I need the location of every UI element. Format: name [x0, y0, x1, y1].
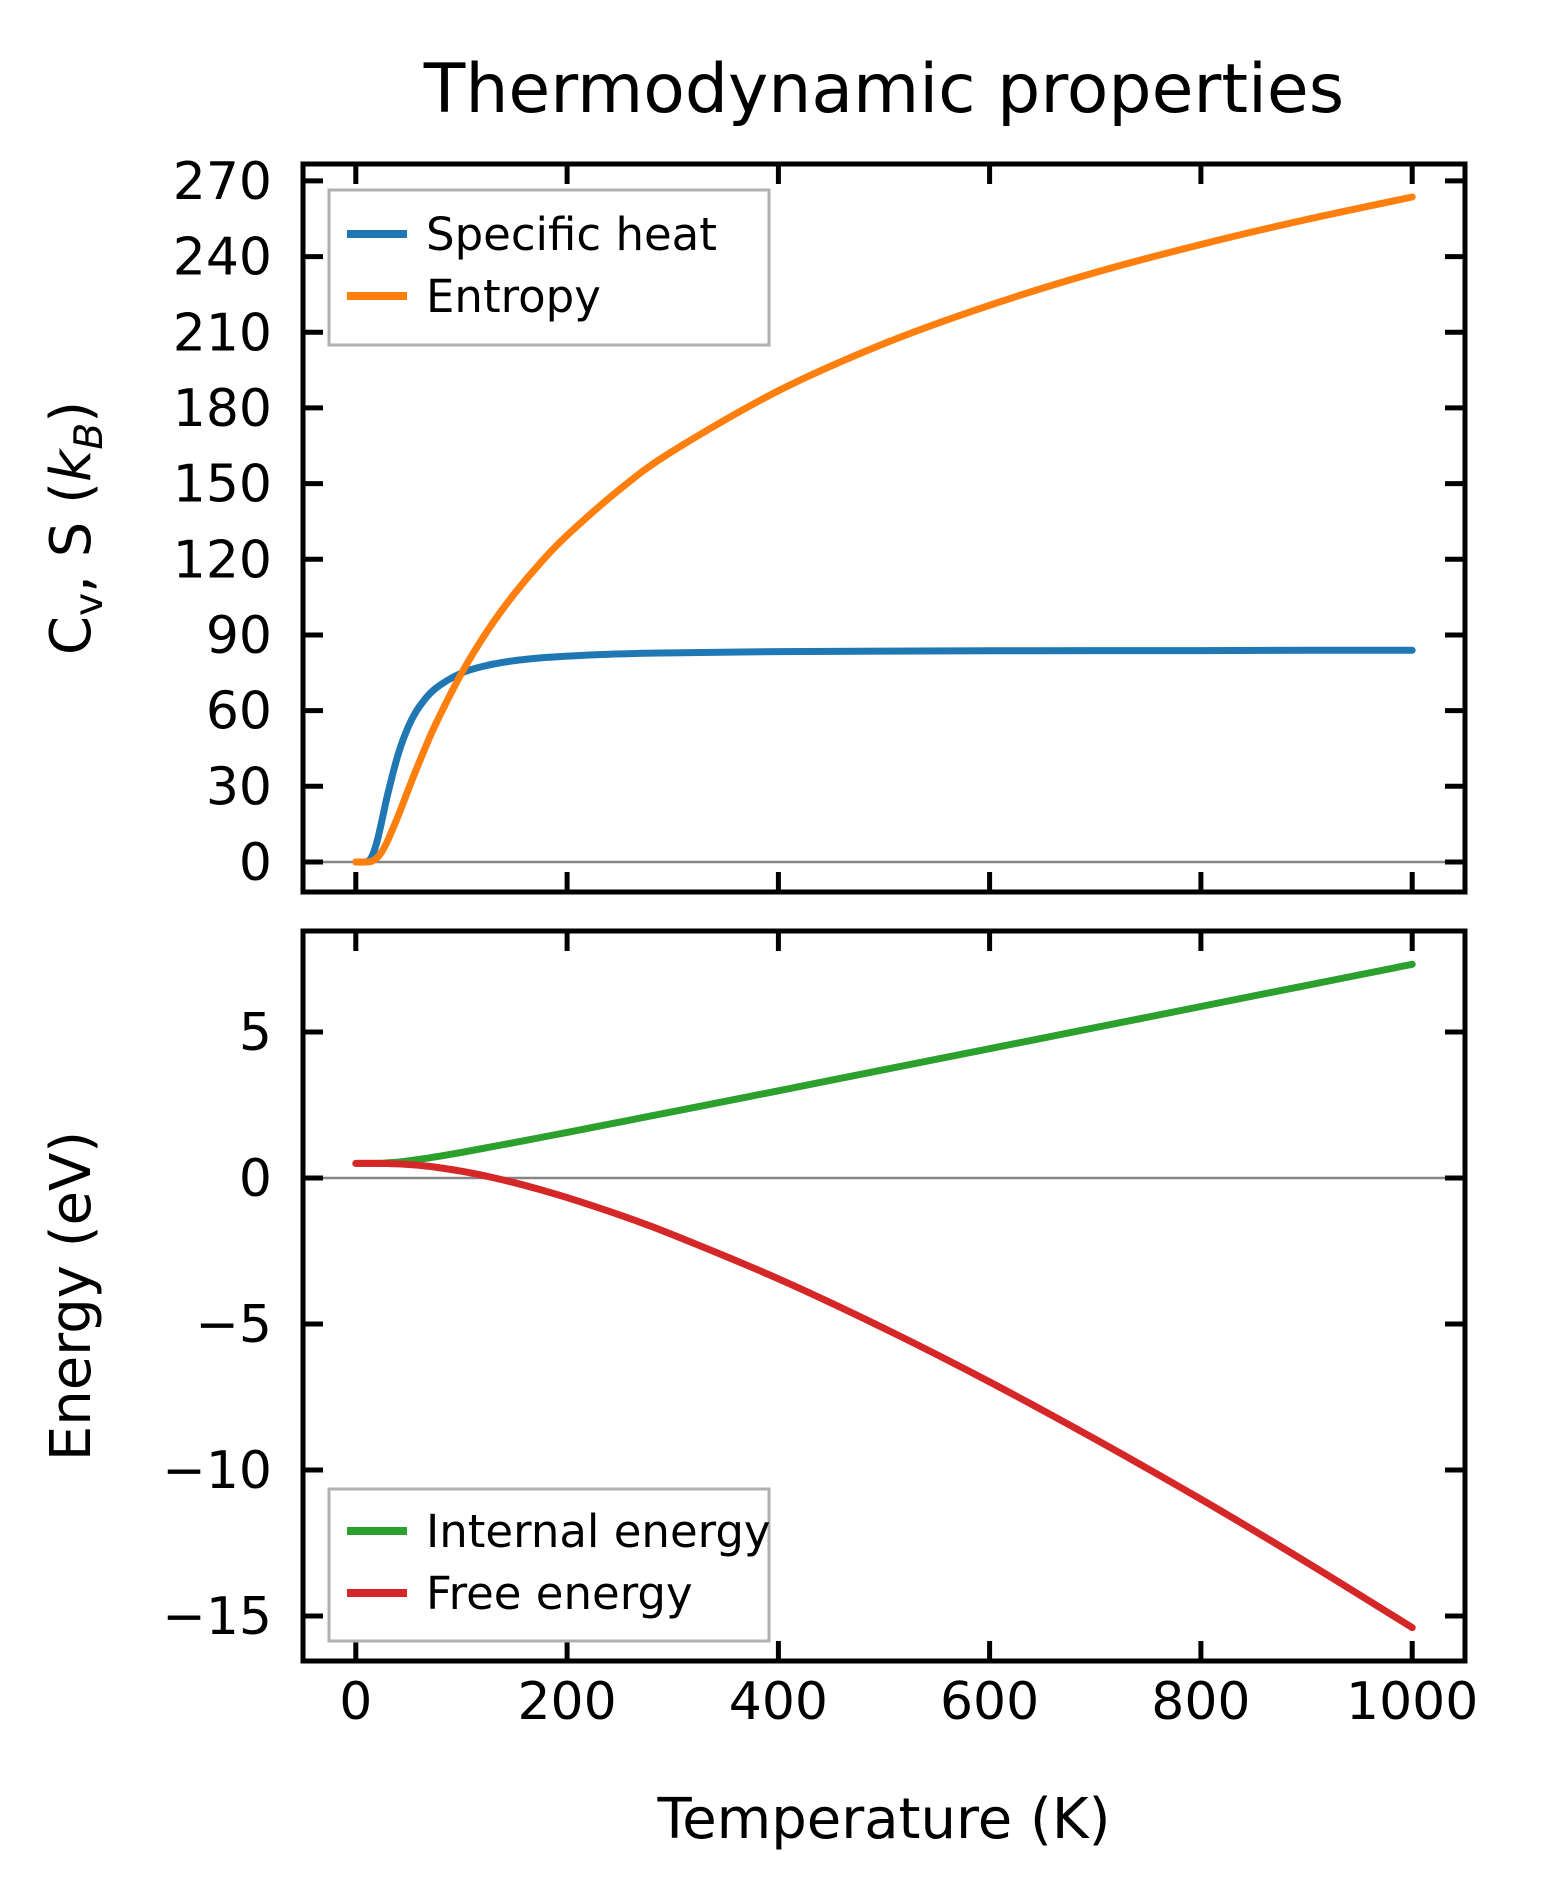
y-tick-label: −5	[195, 1295, 272, 1355]
legend-top: Specific heat Entropy	[327, 188, 771, 347]
bottom-plot-content: 0 200 400 600 800 1000 5 0 −5 −10 −15	[162, 928, 1478, 1732]
y-tick-label: −15	[162, 1587, 272, 1647]
y-tick-label: 30	[206, 757, 272, 817]
y-tick-label: 240	[173, 228, 272, 288]
y-tick-label: 120	[173, 530, 272, 590]
legend-label-entropy: Entropy	[426, 270, 601, 323]
y-tick-label: 60	[206, 682, 272, 742]
legend-label-specific-heat: Specific heat	[426, 208, 717, 261]
x-tick-label: 600	[940, 1672, 1039, 1732]
curve-specific-heat	[352, 646, 1416, 866]
y-tick-label: 0	[239, 833, 272, 893]
x-tick-label: 800	[1151, 1672, 1250, 1732]
axes-spines	[300, 161, 1468, 895]
bottom-y-axis-label: Energy (eV)	[39, 1131, 104, 1461]
y-tick-label: 180	[173, 379, 272, 439]
x-tick-label: 400	[729, 1672, 828, 1732]
y-tick-label: 90	[206, 606, 272, 666]
y-tick-label: 270	[173, 152, 272, 212]
y-tick-label: 150	[173, 455, 272, 515]
x-tick-label: 0	[339, 1672, 372, 1732]
curve-entropy	[352, 193, 1416, 866]
legend-bottom-box	[327, 1487, 771, 1643]
chart-title: Thermodynamic properties	[423, 50, 1344, 129]
x-axis-label: Temperature (K)	[657, 1787, 1111, 1852]
top-y-axis-label: Cv, S (kB)	[39, 401, 112, 655]
y-tick-label: −10	[162, 1441, 272, 1501]
x-tick-label: 1000	[1346, 1672, 1478, 1732]
legend-bottom: Internal energy Free energy	[327, 1487, 771, 1643]
y-tick-label: 0	[239, 1149, 272, 1209]
top-plot: 0 30 60 90 120 150 180 210 240 270 Cv, S (kB) Spe…	[39, 152, 1468, 895]
top-plot-content: 0 30 60 90 120 150 180 210 240 270	[173, 152, 1468, 895]
legend-label-free-energy: Free energy	[426, 1567, 693, 1620]
legend-top-box	[327, 188, 771, 347]
y-tick-label: 210	[173, 303, 272, 363]
y-tick-label: 5	[239, 1003, 272, 1063]
legend-label-internal-energy: Internal energy	[426, 1505, 771, 1558]
curve-free-energy	[352, 1159, 1416, 1632]
x-tick-label: 200	[517, 1672, 616, 1732]
axes-spines	[300, 928, 1468, 1664]
